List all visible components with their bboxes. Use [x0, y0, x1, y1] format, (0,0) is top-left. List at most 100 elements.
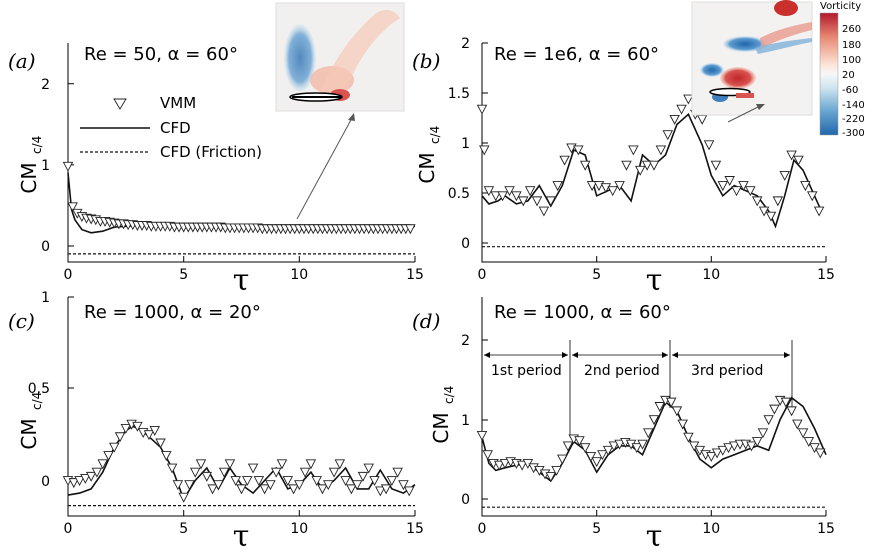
x-axis-label-c: τ — [233, 519, 250, 554]
vmm-marker — [230, 476, 241, 487]
vmm-marker — [499, 458, 511, 469]
vmm-marker — [323, 480, 334, 491]
x-axis-label-d: τ — [646, 519, 663, 554]
vmm-marker — [276, 459, 288, 470]
vmm-marker — [68, 478, 80, 489]
vmm-marker — [516, 460, 528, 471]
vmm-marker — [786, 406, 797, 417]
vmm-marker — [97, 459, 108, 470]
vmm-marker — [311, 476, 322, 487]
vmm-marker — [792, 419, 803, 430]
x-ticks-c: 0 5 10 15 — [64, 510, 424, 537]
panel-a: (a) 0 5 10 15 0 1 2 Re = 50, α = 60° τ C… — [8, 2, 424, 298]
vmm-marker — [490, 191, 502, 202]
vmm-marker — [132, 421, 143, 432]
panel-label-c: (c) — [8, 309, 35, 333]
x-tick-label: 10 — [702, 521, 720, 537]
vmm-marker — [195, 459, 207, 470]
vmm-marker — [363, 463, 374, 474]
vmm-marker — [813, 206, 825, 217]
vmm-marker — [405, 224, 416, 235]
y-tick-label: 0 — [461, 236, 470, 252]
inset-arrow-b — [727, 105, 761, 123]
vmm-marker — [665, 397, 677, 408]
colorbar-tick: 180 — [842, 40, 861, 51]
x-tick-label: 0 — [64, 267, 73, 283]
vmm-marker — [305, 459, 317, 470]
vmm-marker — [218, 467, 230, 478]
vmm-marker — [91, 467, 103, 478]
vmm-marker — [531, 196, 543, 207]
vmm-marker — [497, 191, 508, 202]
vmm-marker — [628, 145, 639, 156]
vmm-marker — [551, 465, 562, 476]
vmm-marker — [717, 181, 729, 192]
vmm-marker — [634, 165, 646, 176]
vmm-marker — [559, 155, 570, 166]
vmm-marker — [809, 443, 820, 454]
vmm-marker — [579, 443, 591, 454]
y-tick-label: 1 — [461, 136, 470, 152]
vmm-marker — [375, 486, 386, 497]
vmm-marker — [346, 484, 357, 495]
x-tick-label: 10 — [290, 521, 308, 537]
vmm-marker — [763, 415, 774, 426]
legend-friction-label: CFD (Friction) — [160, 143, 262, 161]
vmm-marker — [676, 104, 687, 115]
vmm-marker — [786, 150, 797, 161]
vmm-marker — [482, 450, 493, 461]
vmm-marker — [166, 463, 178, 474]
y-axis-label-text: CM — [17, 418, 41, 449]
vmm-marker — [779, 170, 790, 181]
vmm-marker — [398, 480, 409, 491]
x-tick-label: 5 — [179, 267, 188, 283]
colorbar-tick: -60 — [842, 85, 858, 96]
vmm-marker — [369, 476, 380, 487]
vmm-marker — [751, 196, 763, 207]
vmm-marker — [109, 442, 120, 453]
panel-c: (c) 0 5 10 15 0 0.5 1 Re = 1000, α = 20°… — [8, 290, 424, 554]
vmm-marker — [143, 430, 155, 441]
vmm-marker — [493, 460, 505, 471]
x-tick-label: 10 — [290, 267, 308, 283]
vmm-marker — [149, 426, 160, 436]
vmm-marker — [669, 114, 680, 125]
x-tick-label: 15 — [817, 267, 835, 283]
vmm-marker — [655, 145, 667, 156]
vmm-marker — [746, 441, 757, 452]
vmm-marker — [585, 451, 597, 462]
vmm-marker — [738, 181, 749, 192]
vmm-marker — [317, 484, 328, 495]
vmm-marker — [74, 476, 85, 487]
vmm-marker — [476, 104, 488, 115]
vmm-marker — [614, 181, 625, 192]
vmm-marker — [545, 472, 557, 483]
vmm-marker — [270, 467, 282, 478]
vmm-marker — [172, 480, 184, 491]
vmm-marker — [357, 471, 369, 482]
vmm-marker — [648, 160, 660, 171]
vmm-marker — [677, 419, 688, 430]
x-tick-label: 5 — [592, 521, 601, 537]
vmm-marker — [511, 191, 522, 202]
vmm-marker — [476, 430, 488, 441]
y-axis-label-d: CM c/4 — [429, 386, 456, 444]
vmm-marker — [724, 176, 735, 186]
vmm-marker — [710, 160, 722, 171]
vmm-marker — [259, 484, 270, 495]
x-tick-label: 15 — [406, 521, 424, 537]
vmm-marker — [648, 415, 660, 426]
vmm-marker — [67, 202, 78, 213]
vmm-marker — [247, 463, 259, 474]
x-ticks-a: 0 5 10 15 — [64, 256, 424, 283]
vmm-marker — [334, 459, 346, 470]
vmm-marker — [236, 484, 247, 495]
period-label-3: 3rd period — [691, 363, 763, 379]
vmm-marker — [602, 445, 614, 456]
y-axis-label-b: CM c/4 — [415, 126, 442, 184]
vmm-marker — [340, 476, 351, 487]
vmm-marker — [282, 476, 294, 487]
cfd-line — [481, 112, 823, 229]
vmm-marker — [288, 484, 299, 495]
